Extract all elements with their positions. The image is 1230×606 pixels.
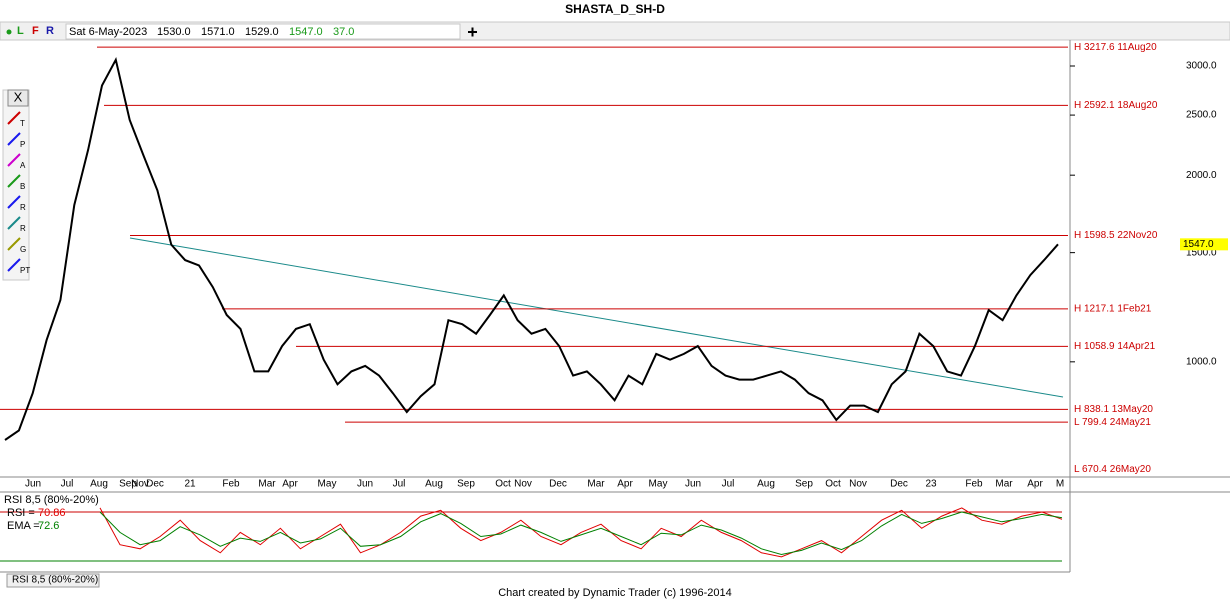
quote-open: 1530.0 xyxy=(157,26,191,38)
tool-icon xyxy=(7,132,21,146)
rsi-title: RSI 8,5 (80%-20%) xyxy=(4,494,99,506)
level-label: H 3217.6 11Aug20 xyxy=(1074,42,1157,53)
tool-icon-label[interactable]: A xyxy=(20,161,26,170)
x-tick-label: May xyxy=(649,479,668,490)
price-line xyxy=(4,56,1059,441)
x-tick-label: Apr xyxy=(282,479,298,490)
tool-icon xyxy=(7,237,21,251)
level-label: L 799.4 24May21 xyxy=(1074,417,1151,428)
quote-low: 1529.0 xyxy=(245,26,279,38)
y-tick-label: 1000.0 xyxy=(1186,356,1217,367)
x-tick-label: Jul xyxy=(722,479,735,490)
legend-value: 72.6 xyxy=(38,520,59,532)
x-tick-label: 21 xyxy=(184,479,196,490)
window-title: SHASTA_D_SH-D xyxy=(565,2,665,16)
tool-icon xyxy=(7,111,21,125)
x-tick-label: M xyxy=(1056,479,1064,490)
y-tick-label: 2000.0 xyxy=(1186,170,1217,181)
quote-box xyxy=(65,23,461,40)
quote-close: 1547.0 xyxy=(289,26,323,38)
y-tick-label: 3000.0 xyxy=(1186,61,1217,72)
tool-icon xyxy=(7,195,21,209)
legend-name: RSI = xyxy=(7,507,35,519)
x-tick-label: Nov xyxy=(131,479,149,490)
price-line xyxy=(99,511,1063,556)
x-tick-label: Apr xyxy=(617,479,633,490)
price-tag xyxy=(1180,238,1228,251)
quote-change: 37.0 xyxy=(333,26,354,38)
level-label: H 1598.5 22Nov20 xyxy=(1074,230,1158,241)
toolbar-button[interactable]: L xyxy=(17,25,24,37)
x-tick-label: 23 xyxy=(925,479,937,490)
y-tick-label: 1500.0 xyxy=(1186,247,1217,258)
tab-label[interactable]: RSI 8,5 (80%-20%) xyxy=(12,575,98,586)
tool-icon-label[interactable]: R xyxy=(20,203,26,212)
tool-icon-label[interactable]: G xyxy=(20,245,26,254)
x-tick-label: Sep xyxy=(795,479,813,490)
x-tick-label: Dec xyxy=(146,479,164,490)
x-tick-label: Sep xyxy=(457,479,475,490)
x-tick-label: Aug xyxy=(757,479,775,490)
x-tick-label: Jul xyxy=(393,479,406,490)
close-button[interactable] xyxy=(7,89,29,107)
legend-name: EMA = xyxy=(7,520,40,532)
x-tick-label: Dec xyxy=(890,479,908,490)
x-tick-label: Mar xyxy=(995,479,1013,490)
footer: Chart created by Dynamic Trader (c) 1996… xyxy=(498,587,732,599)
legend-value: 70.86 xyxy=(38,507,66,519)
indicator-tab[interactable] xyxy=(6,573,100,588)
x-tick-label: Jul xyxy=(61,479,74,490)
price-line xyxy=(99,507,1063,558)
tool-icons: T P A B R R G PT xyxy=(7,111,30,275)
tool-icon xyxy=(7,258,21,272)
trend-line xyxy=(129,237,1064,398)
tool-icon-label[interactable]: P xyxy=(20,140,25,149)
quote-high: 1571.0 xyxy=(201,26,235,38)
toolbar-button[interactable]: R xyxy=(46,25,54,37)
x-tick-label: Apr xyxy=(1027,479,1043,490)
x-tick-label: May xyxy=(318,479,337,490)
tool-icon xyxy=(7,174,21,188)
y-tick-label: 2500.0 xyxy=(1186,110,1217,121)
x-tick-label: Oct xyxy=(495,479,511,490)
x-tick-label: Jun xyxy=(25,479,41,490)
quote-date: Sat 6-May-2023 xyxy=(69,26,147,38)
toolbar-button[interactable]: F xyxy=(32,25,39,37)
x-tick-label: Nov xyxy=(849,479,867,490)
x-tick-label: Mar xyxy=(258,479,276,490)
x-tick-label: Jun xyxy=(685,479,701,490)
x-tick-label: Aug xyxy=(90,479,108,490)
x-tick-label: Feb xyxy=(965,479,983,490)
tool-icon-label[interactable]: T xyxy=(20,119,25,128)
level-label: H 838.1 13May20 xyxy=(1074,404,1153,415)
level-label: H 1217.1 1Feb21 xyxy=(1074,304,1152,315)
tool-icon xyxy=(7,153,21,167)
level-label: H 1058.9 14Apr21 xyxy=(1074,341,1156,352)
x-tick-label: Feb xyxy=(222,479,240,490)
x-tick-label: Mar xyxy=(587,479,605,490)
x-tick-label: Nov xyxy=(514,479,532,490)
x-tick-label: Oct xyxy=(825,479,841,490)
x-tick-label: Sep xyxy=(119,479,137,490)
tool-icon-label[interactable]: PT xyxy=(20,266,30,275)
tool-icon xyxy=(7,216,21,230)
price-tag-label: 1547.0 xyxy=(1183,239,1214,250)
close-label[interactable]: X xyxy=(14,89,23,104)
level-label: H 2592.1 18Aug20 xyxy=(1074,100,1158,111)
x-tick-label: Dec xyxy=(549,479,567,490)
level-label: L 670.4 26May20 xyxy=(1074,464,1151,475)
add-button[interactable] xyxy=(468,27,477,37)
status-dot xyxy=(6,29,12,35)
x-tick-label: Jun xyxy=(357,479,373,490)
side-toolbar xyxy=(2,89,30,281)
tool-icon-label[interactable]: B xyxy=(20,182,25,191)
tool-icon-label[interactable]: R xyxy=(20,224,26,233)
x-tick-label: Aug xyxy=(425,479,443,490)
